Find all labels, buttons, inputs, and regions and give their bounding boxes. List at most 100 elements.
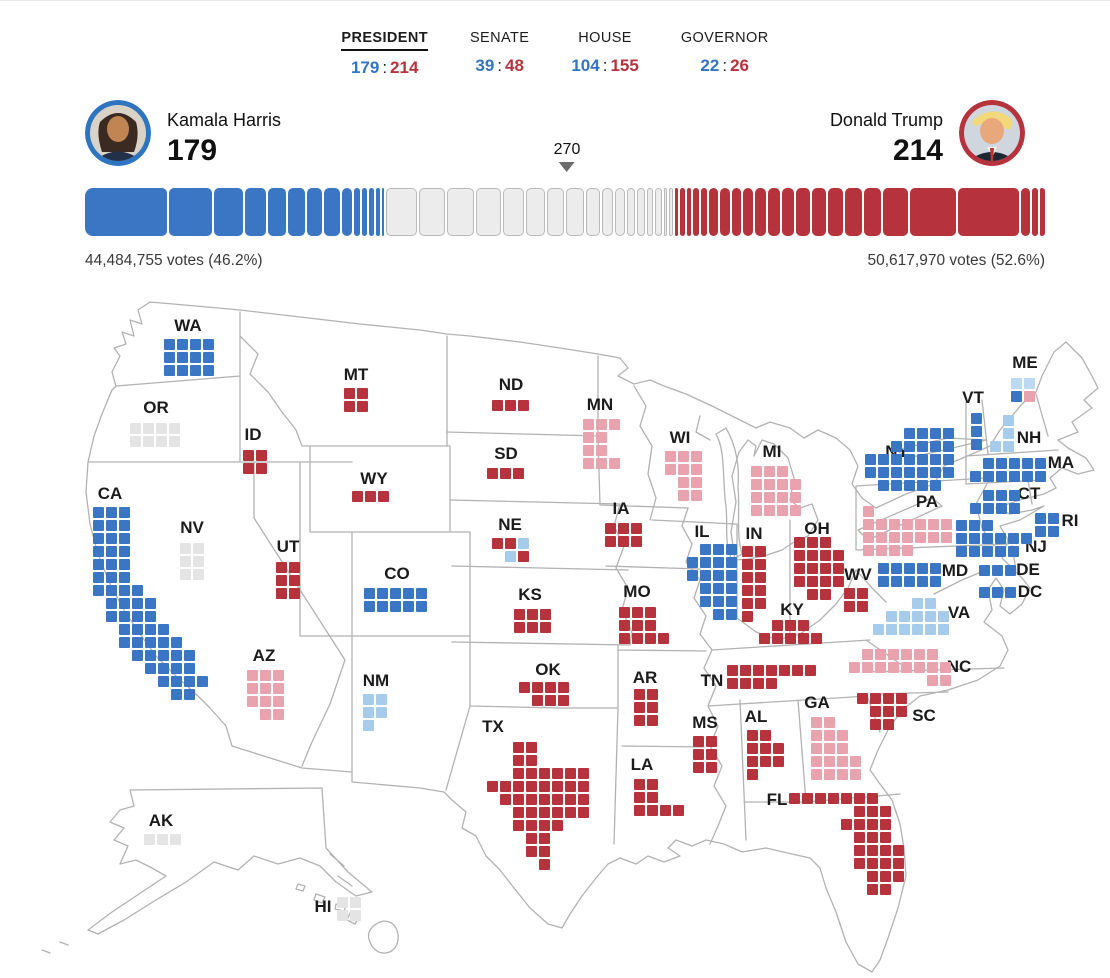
ev-square-wy[interactable]	[352, 491, 363, 502]
ev-square-il[interactable]	[713, 544, 724, 555]
ev-square-in[interactable]	[755, 572, 766, 583]
ev-square-tx[interactable]	[526, 794, 537, 805]
bar-segment-rep[interactable]	[693, 188, 700, 236]
bar-segment-dem[interactable]	[169, 188, 212, 236]
ev-square-wi[interactable]	[665, 451, 676, 462]
ev-square-mi[interactable]	[777, 492, 788, 503]
ev-square-ca[interactable]	[106, 507, 117, 518]
ev-square-az[interactable]	[247, 683, 258, 694]
ev-square-fl[interactable]	[841, 793, 852, 804]
ev-square-la[interactable]	[634, 779, 645, 790]
bar-segment-rep[interactable]	[1032, 188, 1039, 236]
ev-square-sc[interactable]	[883, 706, 894, 717]
ev-square-in[interactable]	[755, 559, 766, 570]
ev-square-ky[interactable]	[811, 633, 822, 644]
ev-square-fl[interactable]	[802, 793, 813, 804]
ev-square-in[interactable]	[742, 598, 753, 609]
ev-square-md[interactable]	[891, 563, 902, 574]
ev-square-or[interactable]	[130, 436, 141, 447]
ev-square-ga[interactable]	[837, 730, 848, 741]
ev-square-pa[interactable]	[876, 545, 887, 556]
ev-square-il[interactable]	[700, 596, 711, 607]
ev-square-fl[interactable]	[867, 871, 878, 882]
ev-square-nj[interactable]	[995, 546, 1006, 557]
ev-square-wi[interactable]	[691, 490, 702, 501]
ev-square-ga[interactable]	[811, 730, 822, 741]
ev-square-il[interactable]	[700, 557, 711, 568]
ev-square-al[interactable]	[760, 730, 771, 741]
ev-square-tx[interactable]	[552, 781, 563, 792]
ev-square-mi[interactable]	[751, 505, 762, 516]
ev-square-co[interactable]	[364, 588, 375, 599]
ev-square-ga[interactable]	[850, 756, 861, 767]
ev-square-nv[interactable]	[180, 569, 191, 580]
ev-square-nj[interactable]	[956, 520, 967, 531]
ev-square-tn[interactable]	[727, 665, 738, 676]
bar-segment-uncalled[interactable]	[663, 188, 668, 236]
ev-square-ma[interactable]	[983, 458, 994, 469]
ev-square-tx[interactable]	[552, 768, 563, 779]
ev-square-ak[interactable]	[157, 834, 168, 845]
ev-square-nc[interactable]	[914, 662, 925, 673]
ev-square-mn[interactable]	[583, 445, 594, 456]
ev-square-tx[interactable]	[526, 742, 537, 753]
ev-square-ma[interactable]	[996, 458, 1007, 469]
ev-square-mi[interactable]	[790, 492, 801, 503]
ev-square-il[interactable]	[726, 544, 737, 555]
ev-square-oh[interactable]	[820, 550, 831, 561]
ev-square-ga[interactable]	[850, 769, 861, 780]
ev-square-fl[interactable]	[854, 806, 865, 817]
ev-square-va[interactable]	[899, 611, 910, 622]
ev-square-oh[interactable]	[820, 576, 831, 587]
ev-square-nj[interactable]	[982, 546, 993, 557]
bar-segment-rep[interactable]	[1040, 188, 1045, 236]
ev-square-nc[interactable]	[927, 662, 938, 673]
ev-square-il[interactable]	[726, 583, 737, 594]
bar-segment-rep[interactable]	[782, 188, 795, 236]
ev-square-ca[interactable]	[119, 572, 130, 583]
ev-square-md[interactable]	[917, 563, 928, 574]
ev-square-ca[interactable]	[119, 520, 130, 531]
ev-square-oh[interactable]	[833, 576, 844, 587]
ev-square-tn[interactable]	[740, 678, 751, 689]
ev-square-va[interactable]	[899, 624, 910, 635]
bar-segment-uncalled[interactable]	[601, 188, 613, 236]
ev-square-ne[interactable]	[505, 551, 516, 562]
ev-square-nj[interactable]	[982, 520, 993, 531]
ev-square-ny[interactable]	[891, 441, 902, 452]
ev-square-wa[interactable]	[164, 365, 175, 376]
ev-square-mt[interactable]	[344, 388, 355, 399]
ev-square-nj[interactable]	[995, 533, 1006, 544]
ev-square-oh[interactable]	[807, 563, 818, 574]
bar-segment-dem[interactable]	[213, 188, 243, 236]
ev-square-az[interactable]	[273, 683, 284, 694]
bar-segment-rep[interactable]	[863, 188, 881, 236]
ev-square-va[interactable]	[886, 611, 897, 622]
ev-square-tx[interactable]	[539, 768, 550, 779]
ev-square-az[interactable]	[273, 709, 284, 720]
bar-segment-dem[interactable]	[341, 188, 353, 236]
ev-square-nc[interactable]	[927, 675, 938, 686]
ev-square-ca[interactable]	[171, 663, 182, 674]
ev-square-oh[interactable]	[794, 537, 805, 548]
ev-square-mo[interactable]	[632, 607, 643, 618]
ev-square-wa[interactable]	[203, 352, 214, 363]
ev-square-fl[interactable]	[880, 819, 891, 830]
ev-square-ny[interactable]	[904, 428, 915, 439]
ev-square-vt[interactable]	[971, 413, 982, 424]
ev-square-wv[interactable]	[844, 601, 855, 612]
ev-square-ar[interactable]	[647, 715, 658, 726]
ev-square-id[interactable]	[243, 463, 254, 474]
ev-square-or[interactable]	[156, 436, 167, 447]
ev-square-ca[interactable]	[132, 650, 143, 661]
ev-square-ca[interactable]	[93, 546, 104, 557]
ev-square-co[interactable]	[416, 588, 427, 599]
ev-square-ms[interactable]	[706, 736, 717, 747]
ev-square-az[interactable]	[247, 696, 258, 707]
ev-square-oh[interactable]	[833, 563, 844, 574]
ev-square-pa[interactable]	[863, 506, 874, 517]
ev-square-oh[interactable]	[833, 550, 844, 561]
ev-square-fl[interactable]	[854, 845, 865, 856]
ev-square-md[interactable]	[904, 563, 915, 574]
ev-square-az[interactable]	[260, 696, 271, 707]
